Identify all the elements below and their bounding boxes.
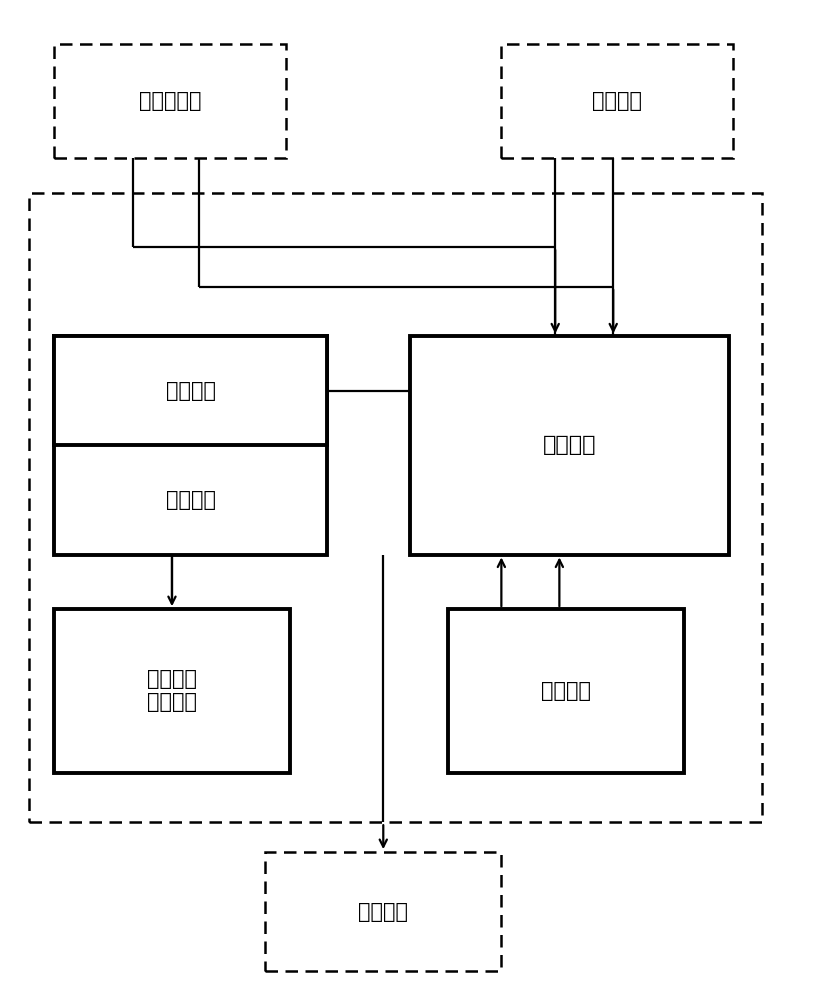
Text: 微处理器: 微处理器 xyxy=(543,435,596,455)
Bar xyxy=(265,852,501,971)
Bar xyxy=(54,44,286,158)
Bar xyxy=(410,336,728,555)
Bar xyxy=(29,193,762,822)
Bar xyxy=(447,609,683,773)
Text: 稳压模块: 稳压模块 xyxy=(166,381,216,401)
Bar xyxy=(54,336,327,445)
Text: 储存模块: 储存模块 xyxy=(540,681,590,701)
Text: 电池模块: 电池模块 xyxy=(166,490,216,510)
Text: 输入模块: 输入模块 xyxy=(592,91,641,111)
Text: 旋转编码器: 旋转编码器 xyxy=(139,91,201,111)
Text: 电池电量
检测模块: 电池电量 检测模块 xyxy=(147,669,196,712)
Bar xyxy=(54,609,290,773)
Text: 显示模块: 显示模块 xyxy=(358,902,408,922)
Bar xyxy=(54,336,327,555)
Bar xyxy=(501,44,732,158)
